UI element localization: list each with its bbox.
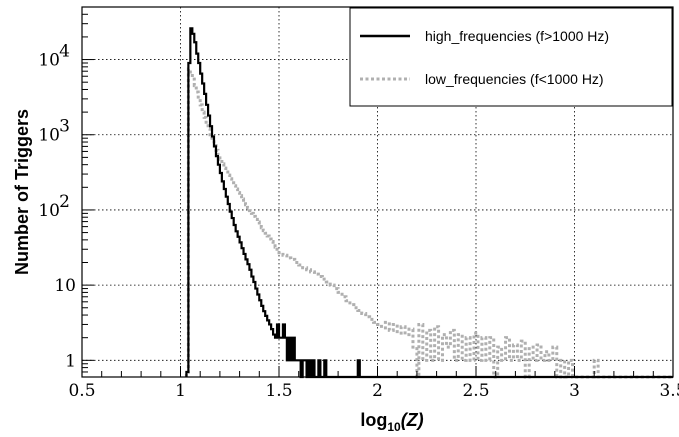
x-axis-title-arg: (Z)	[401, 410, 424, 430]
legend: high_frequencies (f>1000 Hz) low_frequen…	[349, 7, 673, 107]
x-tick-label: 2	[372, 381, 383, 401]
x-axis-title-base: log	[360, 410, 387, 430]
x-tick-label: 1.5	[265, 381, 292, 401]
x-tick-label: 2.5	[462, 381, 489, 401]
x-tick-labels: 0.5 1 1.5 2 2.5 3 3.5	[68, 381, 679, 401]
x-tick-label: 1	[175, 381, 186, 401]
y-tick-label: 10	[38, 201, 60, 221]
x-tick-label: 3	[569, 381, 580, 401]
y-tick-label: 1	[65, 351, 76, 371]
y-tick-exponent: 4	[59, 42, 70, 62]
x-tick-label: 0.5	[68, 381, 95, 401]
x-tick-label: 3.5	[659, 381, 679, 401]
y-tick-label: 10	[54, 276, 76, 296]
legend-label-low-frequencies: low_frequencies (f<1000 Hz)	[425, 71, 604, 87]
x-axis-title: log10(Z)	[360, 410, 423, 434]
series-layer	[184, 27, 673, 379]
y-tick-label: 10	[38, 126, 60, 146]
y-tick-exponent: 3	[59, 117, 70, 137]
series-low-frequencies-line	[184, 67, 673, 379]
ticks	[81, 6, 674, 378]
legend-box	[349, 7, 673, 107]
y-axis-title: Number of Triggers	[12, 109, 32, 275]
y-tick-exponent: 2	[59, 192, 70, 212]
series-high-frequencies-line	[185, 27, 673, 379]
legend-label-high-frequencies: high_frequencies (f>1000 Hz)	[425, 28, 609, 44]
x-axis-title-sub: 10	[387, 420, 401, 434]
y-tick-label: 10	[38, 51, 60, 71]
